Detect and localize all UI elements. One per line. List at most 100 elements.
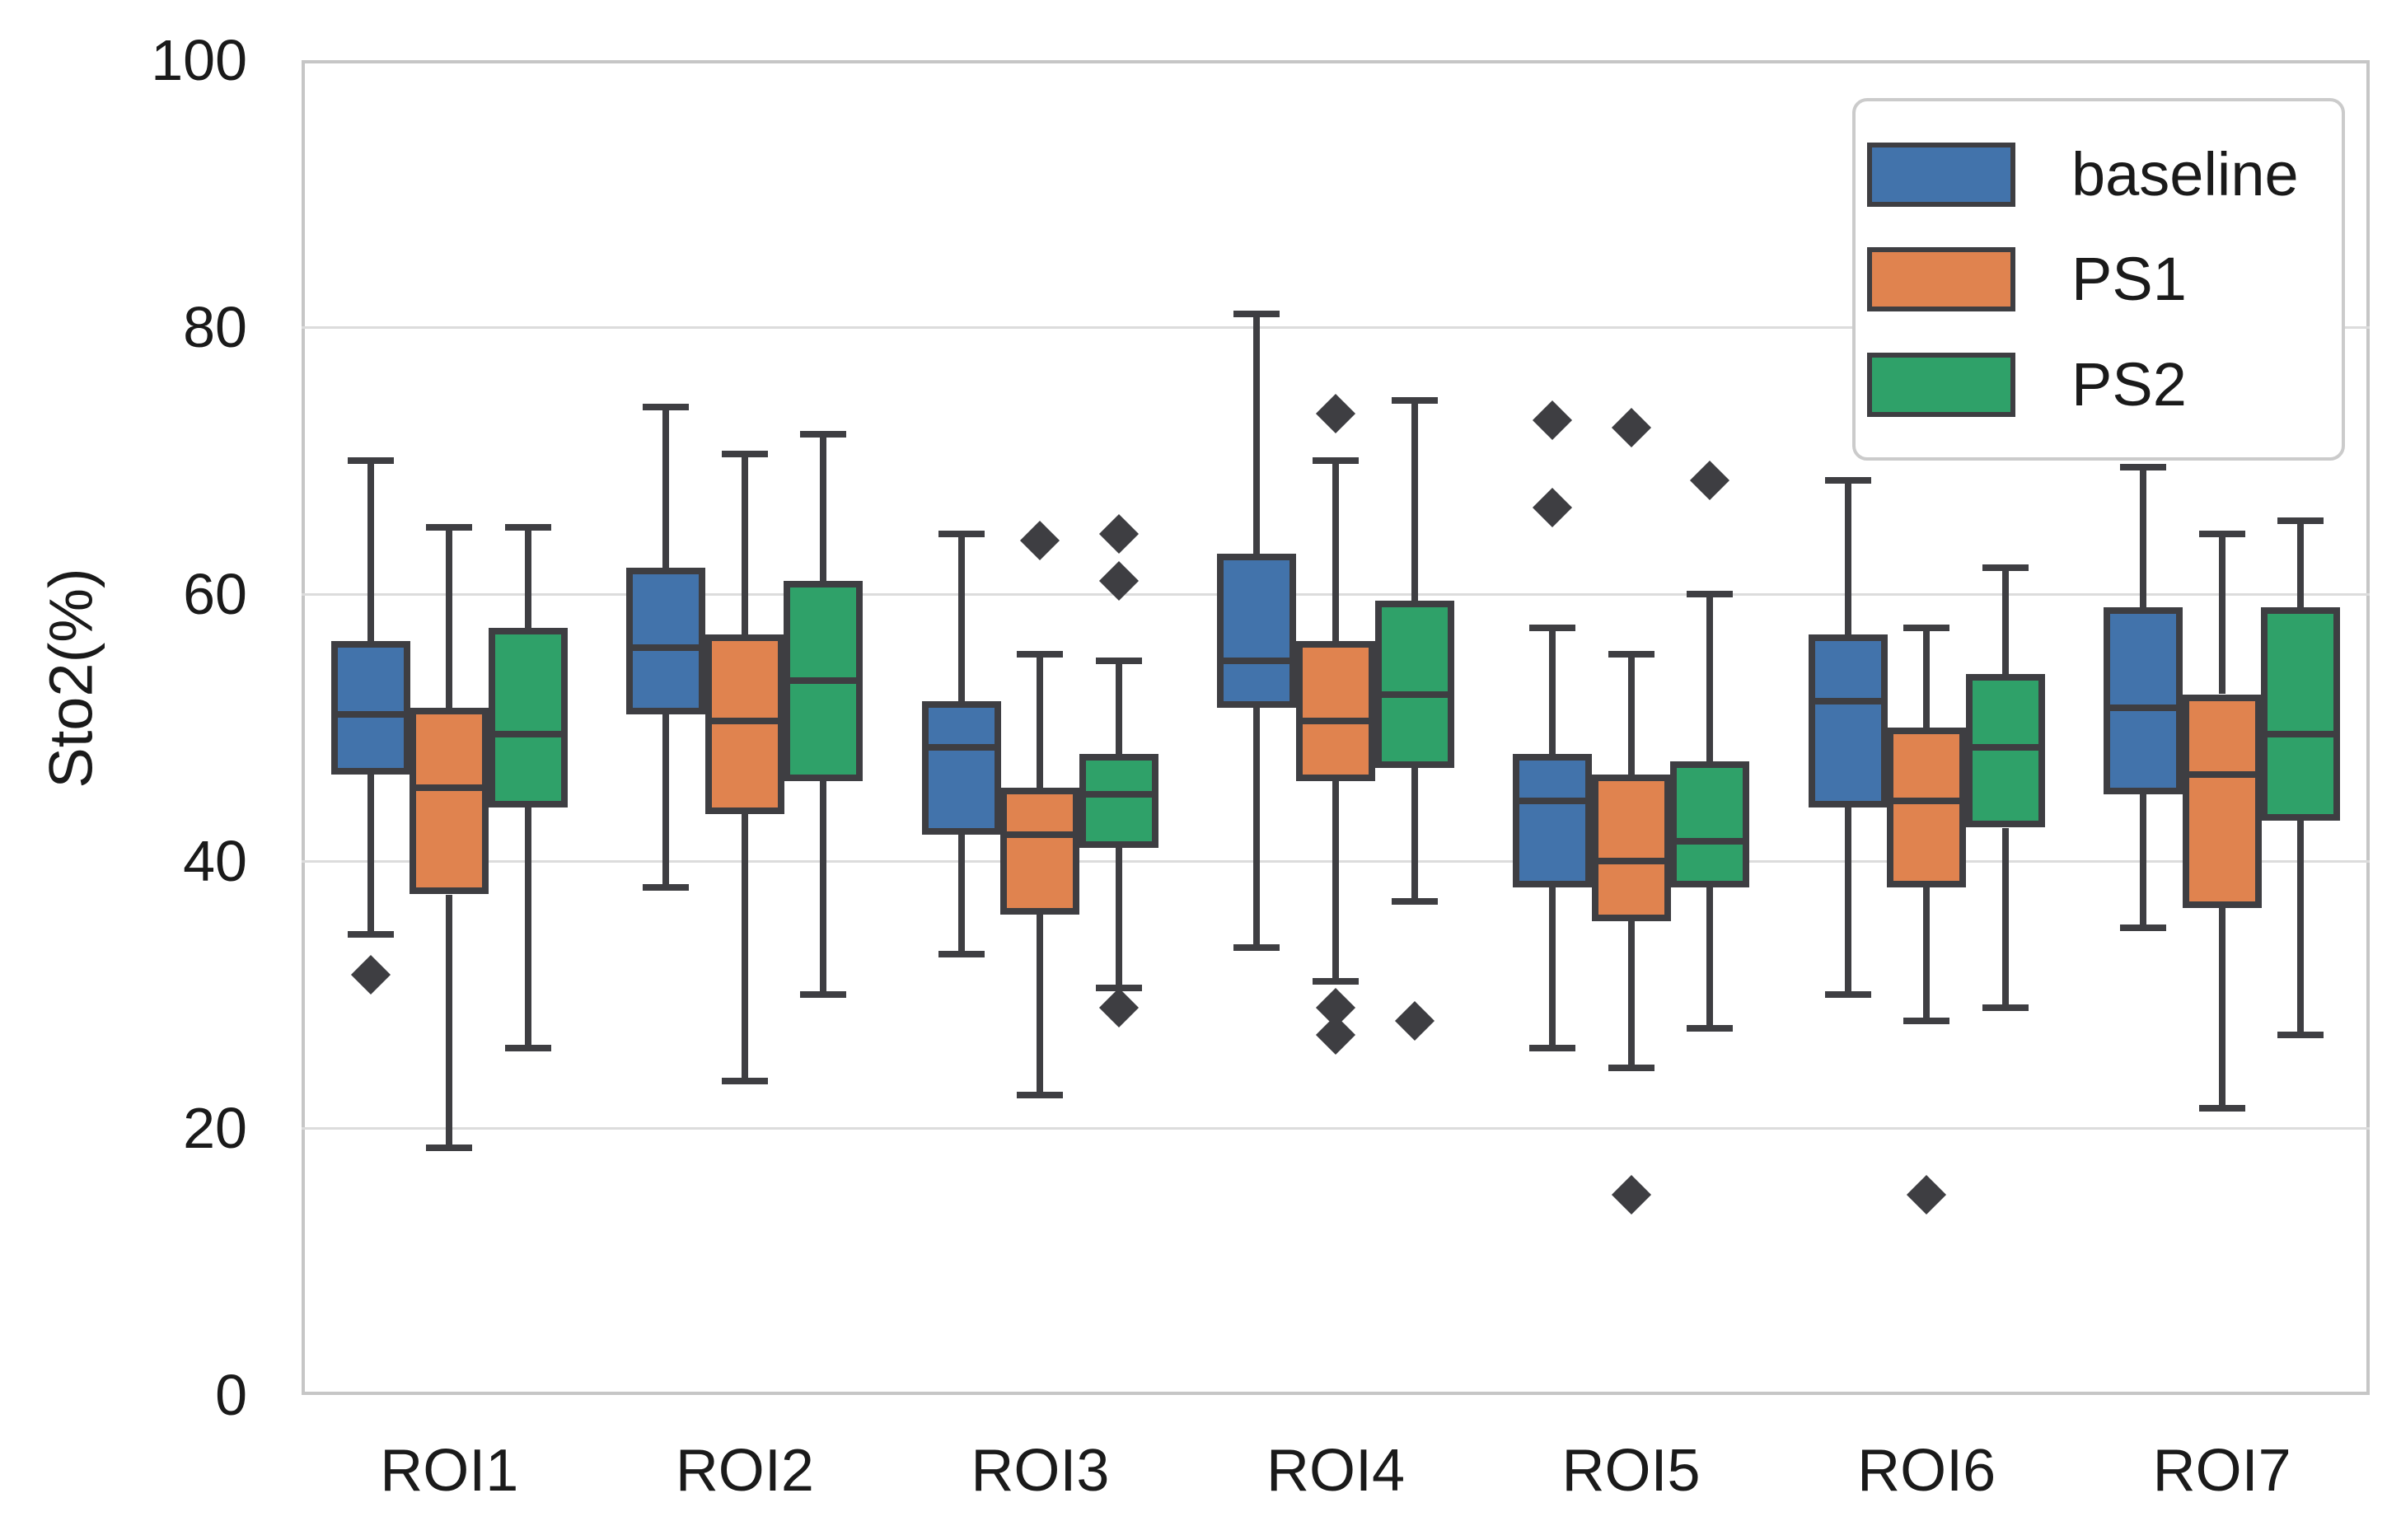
- whisker-lower-PS1-ROI5: [1627, 920, 1635, 1069]
- whisker-cap-upper-baseline-ROI3: [938, 531, 985, 538]
- y-tick-label-20: 20: [183, 1096, 247, 1160]
- median-PS2-ROI7: [2261, 731, 2341, 738]
- whisker-cap-lower-PS2-ROI4: [1391, 897, 1438, 905]
- box-PS2-ROI7: [2261, 607, 2341, 821]
- whisker-lower-PS2-ROI5: [1706, 887, 1714, 1028]
- whisker-upper-baseline-ROI7: [2140, 467, 2147, 608]
- legend-swatch-baseline: [1867, 142, 2015, 207]
- whisker-cap-upper-PS1-ROI1: [426, 524, 473, 531]
- median-PS1-ROI7: [2182, 770, 2262, 778]
- whisker-cap-upper-PS1-ROI6: [1903, 624, 1950, 631]
- median-baseline-ROI3: [921, 744, 1001, 751]
- plot-area: [302, 60, 2370, 1395]
- x-tick-label-ROI1: ROI1: [380, 1438, 519, 1504]
- median-baseline-ROI4: [1217, 658, 1297, 664]
- whisker-cap-lower-baseline-ROI7: [2120, 924, 2167, 931]
- whisker-cap-lower-PS1-ROI2: [721, 1078, 768, 1085]
- whisker-lower-PS2-ROI7: [2297, 821, 2305, 1035]
- whisker-upper-PS2-ROI6: [2001, 567, 2009, 675]
- whisker-upper-baseline-ROI4: [1253, 313, 1261, 555]
- median-PS2-ROI3: [1079, 791, 1159, 798]
- whisker-upper-baseline-ROI6: [1844, 480, 1851, 634]
- whisker-cap-upper-PS2-ROI6: [1982, 564, 2029, 571]
- whisker-upper-PS2-ROI4: [1411, 400, 1418, 601]
- median-PS2-ROI4: [1374, 690, 1454, 698]
- whisker-lower-PS2-ROI2: [820, 780, 827, 995]
- box-baseline-ROI1: [330, 640, 410, 775]
- median-PS1-ROI1: [410, 784, 489, 791]
- median-baseline-ROI6: [1808, 697, 1888, 704]
- median-baseline-ROI7: [2104, 704, 2183, 711]
- whisker-cap-lower-baseline-ROI5: [1528, 1044, 1575, 1051]
- box-baseline-ROI5: [1512, 754, 1592, 888]
- whisker-upper-PS1-ROI1: [446, 527, 453, 708]
- whisker-lower-PS2-ROI4: [1411, 767, 1418, 901]
- box-baseline-ROI3: [921, 700, 1001, 835]
- whisker-cap-upper-baseline-ROI4: [1233, 310, 1280, 317]
- whisker-upper-PS1-ROI2: [741, 453, 748, 634]
- box-PS2-ROI4: [1374, 601, 1454, 768]
- box-PS1-ROI3: [1000, 787, 1080, 915]
- whisker-cap-lower-baseline-ROI6: [1824, 991, 1871, 998]
- whisker-cap-lower-PS2-ROI5: [1687, 1024, 1734, 1032]
- x-tick-label-ROI7: ROI7: [2152, 1438, 2291, 1504]
- median-PS2-ROI2: [784, 677, 864, 685]
- whisker-cap-lower-PS2-ROI1: [504, 1044, 551, 1051]
- whisker-lower-PS1-ROI2: [741, 814, 748, 1082]
- whisker-upper-baseline-ROI5: [1548, 627, 1556, 755]
- whisker-cap-upper-PS2-ROI7: [2277, 517, 2324, 524]
- whisker-cap-upper-baseline-ROI2: [643, 404, 690, 411]
- median-PS1-ROI4: [1296, 717, 1375, 724]
- whisker-cap-lower-baseline-ROI3: [938, 951, 985, 958]
- whisker-lower-PS1-ROI7: [2218, 907, 2225, 1108]
- whisker-upper-PS1-ROI4: [1332, 461, 1339, 641]
- median-baseline-ROI2: [626, 644, 706, 651]
- whisker-upper-baseline-ROI3: [957, 534, 965, 701]
- median-PS2-ROI1: [488, 731, 568, 738]
- median-PS1-ROI2: [704, 717, 784, 724]
- y-tick-label-0: 0: [215, 1363, 247, 1427]
- whisker-upper-PS1-ROI6: [1923, 627, 1931, 728]
- whisker-cap-upper-baseline-ROI7: [2120, 464, 2167, 471]
- whisker-lower-baseline-ROI5: [1548, 887, 1556, 1048]
- whisker-upper-PS2-ROI3: [1116, 661, 1123, 755]
- whisker-upper-PS2-ROI7: [2297, 520, 2305, 608]
- whisker-cap-lower-baseline-ROI2: [643, 884, 690, 892]
- box-PS1-ROI7: [2182, 694, 2262, 908]
- whisker-lower-PS2-ROI6: [2001, 827, 2009, 1009]
- whisker-cap-upper-PS1-ROI3: [1017, 650, 1064, 658]
- whisker-upper-baseline-ROI1: [367, 461, 374, 641]
- legend-item-baseline: baseline: [1867, 139, 2342, 208]
- y-axis-label: Sto2(%): [36, 568, 105, 789]
- y-tick-label-80: 80: [183, 295, 247, 359]
- legend-item-ps2: PS2: [1867, 352, 2342, 417]
- box-PS2-ROI5: [1670, 761, 1750, 888]
- median-PS1-ROI5: [1591, 858, 1671, 864]
- whisker-lower-baseline-ROI6: [1844, 807, 1851, 995]
- whisker-lower-baseline-ROI1: [367, 774, 374, 935]
- median-PS2-ROI5: [1670, 837, 1750, 845]
- whisker-cap-upper-PS1-ROI5: [1608, 650, 1654, 658]
- whisker-upper-PS2-ROI1: [524, 527, 531, 628]
- median-PS1-ROI6: [1887, 798, 1967, 805]
- whisker-upper-PS1-ROI5: [1627, 653, 1635, 775]
- whisker-cap-lower-PS2-ROI6: [1982, 1004, 2029, 1012]
- x-tick-label-ROI2: ROI2: [675, 1438, 814, 1504]
- whisker-lower-baseline-ROI4: [1253, 707, 1261, 948]
- whisker-cap-upper-PS2-ROI5: [1687, 591, 1734, 597]
- whisker-upper-PS2-ROI2: [820, 433, 827, 581]
- box-PS2-ROI1: [488, 627, 568, 808]
- whisker-cap-upper-PS1-ROI4: [1313, 457, 1359, 464]
- box-PS1-ROI6: [1887, 728, 1967, 888]
- box-PS1-ROI4: [1296, 640, 1375, 781]
- whisker-upper-PS1-ROI7: [2218, 534, 2225, 695]
- median-PS2-ROI6: [1965, 744, 2045, 751]
- y-tick-label-100: 100: [151, 28, 247, 92]
- legend-label-baseline: baseline: [2071, 139, 2299, 208]
- whisker-cap-lower-PS2-ROI7: [2277, 1031, 2324, 1038]
- x-tick-label-ROI4: ROI4: [1266, 1438, 1406, 1504]
- y-tick-label-40: 40: [183, 829, 247, 893]
- box-baseline-ROI7: [2104, 607, 2183, 794]
- whisker-cap-lower-PS1-ROI5: [1608, 1065, 1654, 1072]
